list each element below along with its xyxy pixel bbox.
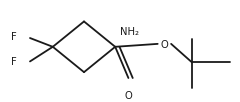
Text: F: F	[11, 32, 17, 42]
Text: NH₂: NH₂	[120, 27, 139, 37]
Text: O: O	[125, 91, 132, 101]
Text: O: O	[161, 40, 168, 50]
Text: F: F	[11, 57, 17, 67]
